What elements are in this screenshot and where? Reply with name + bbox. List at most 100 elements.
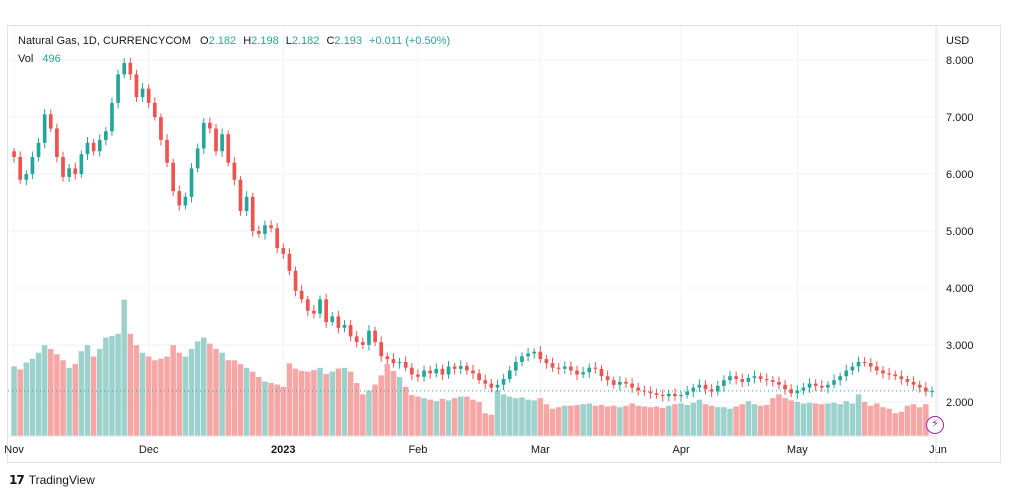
candle-body — [330, 316, 335, 323]
y-tick-label: 4.000 — [946, 283, 974, 295]
candle-body — [18, 156, 23, 180]
candle-body — [777, 381, 781, 385]
candle-body — [905, 379, 910, 382]
volume-bar — [176, 352, 183, 436]
volume-bar — [819, 404, 825, 436]
volume-bar — [598, 404, 605, 436]
volume-bar — [17, 369, 23, 436]
candle-body — [440, 368, 445, 375]
candle-body — [520, 356, 524, 362]
volume-bar — [666, 405, 672, 436]
candle-body — [67, 168, 71, 177]
candle-body — [483, 380, 488, 384]
candle-body — [489, 383, 494, 388]
lightning-icon[interactable]: ⚡ — [926, 416, 944, 434]
volume-bar — [727, 408, 733, 436]
volume-bar — [849, 403, 856, 436]
candle-body — [844, 370, 849, 377]
candle-body — [159, 117, 163, 140]
candle-body — [128, 63, 133, 75]
candle-body — [562, 366, 567, 369]
x-tick-label: Mar — [531, 444, 550, 456]
symbol-label[interactable]: Natural Gas, 1D, CURRENCYCOM — [18, 35, 191, 47]
candle-body — [361, 342, 365, 345]
candle-body — [24, 174, 29, 180]
open-value: 2.182 — [208, 35, 237, 47]
candle-body — [526, 353, 530, 357]
x-tick-label: Nov — [4, 444, 24, 456]
volume-bar — [794, 401, 801, 436]
candle-body — [881, 370, 885, 374]
candle-body — [367, 330, 371, 345]
currency-label: USD — [946, 35, 969, 47]
volume-bar — [213, 348, 219, 436]
volume-bar — [696, 399, 703, 436]
volume-bar — [249, 371, 256, 436]
x-tick-label: Feb — [408, 444, 427, 456]
y-tick-label: 8.000 — [946, 55, 974, 67]
candle-body — [930, 391, 934, 393]
candle-body — [171, 162, 175, 192]
volume-bar — [482, 413, 488, 436]
candle-body — [256, 231, 261, 234]
candle-body — [348, 324, 353, 337]
volume-bar — [782, 398, 788, 436]
volume-bar — [109, 336, 115, 436]
volume-bar — [66, 367, 72, 436]
volume-bar — [305, 371, 311, 436]
candle-body — [305, 299, 310, 311]
candle-body — [862, 361, 867, 364]
change-value: +0.011 (+0.50%) — [369, 35, 451, 47]
candle-body — [624, 381, 628, 384]
candle-body — [697, 384, 702, 388]
volume-bar — [268, 383, 274, 436]
volume-bar — [702, 404, 709, 436]
candle-body — [477, 373, 481, 381]
candle-body — [354, 336, 359, 343]
volume-bar — [653, 406, 660, 436]
candle-body — [416, 374, 420, 377]
volume-bar — [409, 395, 415, 436]
volume-bar — [23, 362, 30, 436]
volume-bar — [788, 400, 794, 436]
candle-body — [507, 370, 512, 380]
volume-bar — [745, 401, 752, 436]
volume-bar — [415, 396, 421, 436]
volume-legend: Vol 496 — [18, 53, 61, 65]
volume-bar — [923, 404, 929, 436]
candle-body — [269, 225, 273, 229]
volume-bar — [152, 360, 158, 436]
volume-bar — [421, 398, 427, 436]
candle-body — [685, 391, 690, 395]
volume-bar — [568, 405, 574, 436]
volume-bar — [647, 407, 654, 436]
volume-label[interactable]: Vol — [18, 53, 34, 65]
volume-bar — [904, 405, 911, 436]
volume-bar — [855, 394, 862, 436]
candle-body — [648, 391, 653, 394]
volume-bar — [298, 370, 305, 436]
candle-body — [813, 383, 818, 386]
candle-body — [165, 139, 169, 163]
candle-body — [746, 377, 751, 382]
candle-body — [232, 162, 237, 180]
candle-body — [61, 156, 65, 177]
volume-bar — [733, 406, 739, 436]
candle-body — [97, 139, 102, 152]
candle-body — [183, 196, 188, 206]
high-label: H — [243, 35, 252, 47]
candle-body — [660, 395, 665, 397]
candle-body — [134, 74, 139, 98]
x-tick-label: 2023 — [271, 444, 295, 456]
candle-body — [581, 372, 585, 375]
volume-bar — [562, 405, 568, 436]
x-tick-label: Jun — [929, 444, 947, 456]
volume-bar — [610, 405, 617, 436]
volume-bar — [500, 394, 507, 436]
volume-bar — [158, 358, 164, 436]
candle-body — [850, 366, 855, 371]
tradingview-brand[interactable]: 17 TradingView — [9, 473, 95, 487]
volume-bar — [329, 371, 336, 436]
candle-body — [55, 128, 59, 157]
